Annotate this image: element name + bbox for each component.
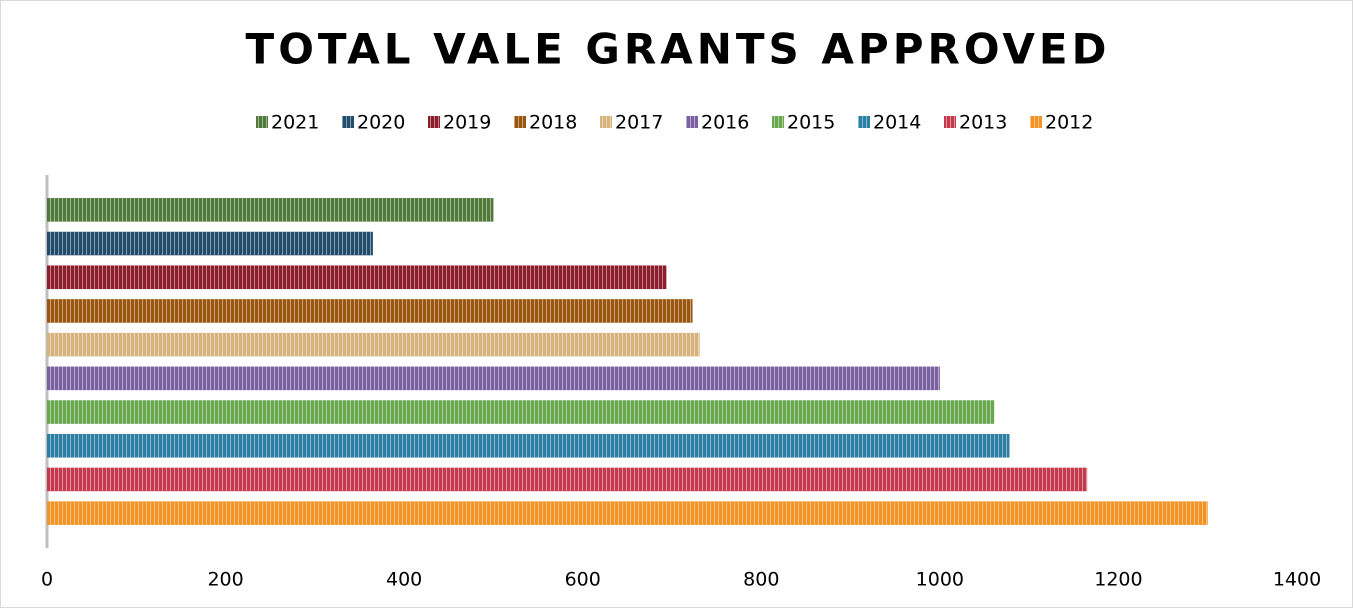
legend-swatch bbox=[342, 116, 354, 128]
bar bbox=[47, 265, 667, 290]
legend-label: 2021 bbox=[271, 112, 319, 134]
x-tick-label: 0 bbox=[41, 569, 53, 591]
bar bbox=[47, 467, 1088, 492]
legend-label: 2019 bbox=[443, 112, 491, 134]
legend-swatch bbox=[772, 116, 784, 128]
x-tick-label: 600 bbox=[565, 569, 601, 591]
bar bbox=[47, 231, 373, 256]
legend-label: 2014 bbox=[873, 112, 921, 134]
legend-label: 2016 bbox=[701, 112, 749, 134]
bar bbox=[47, 366, 940, 391]
x-tick-label: 1200 bbox=[1094, 569, 1142, 591]
legend-swatch bbox=[256, 116, 268, 128]
legend-label: 2017 bbox=[615, 112, 663, 134]
bar bbox=[47, 400, 995, 424]
legend-label: 2012 bbox=[1045, 112, 1093, 134]
x-tick-label: 400 bbox=[386, 569, 422, 591]
bar bbox=[47, 299, 693, 323]
legend-label: 2020 bbox=[357, 112, 405, 134]
legend-swatch bbox=[944, 116, 956, 128]
legend-label: 2015 bbox=[787, 112, 835, 134]
bar bbox=[47, 198, 494, 222]
bar bbox=[47, 332, 700, 357]
legend-swatch bbox=[514, 116, 526, 128]
x-tick-label: 1000 bbox=[916, 569, 964, 591]
legend-swatch bbox=[858, 116, 870, 128]
x-tick-label: 800 bbox=[743, 569, 779, 591]
legend-swatch bbox=[600, 116, 612, 128]
legend-swatch bbox=[1030, 116, 1042, 128]
legend-swatch bbox=[428, 116, 440, 128]
x-tick-label: 200 bbox=[207, 569, 243, 591]
chart-title: TOTAL VALE GRANTS APPROVED bbox=[246, 25, 1111, 74]
legend-swatch bbox=[686, 116, 698, 128]
bar bbox=[47, 501, 1208, 525]
legend-label: 2018 bbox=[529, 112, 577, 134]
legend-label: 2013 bbox=[959, 112, 1007, 134]
bar bbox=[47, 433, 1010, 458]
x-tick-label: 1400 bbox=[1273, 569, 1321, 591]
